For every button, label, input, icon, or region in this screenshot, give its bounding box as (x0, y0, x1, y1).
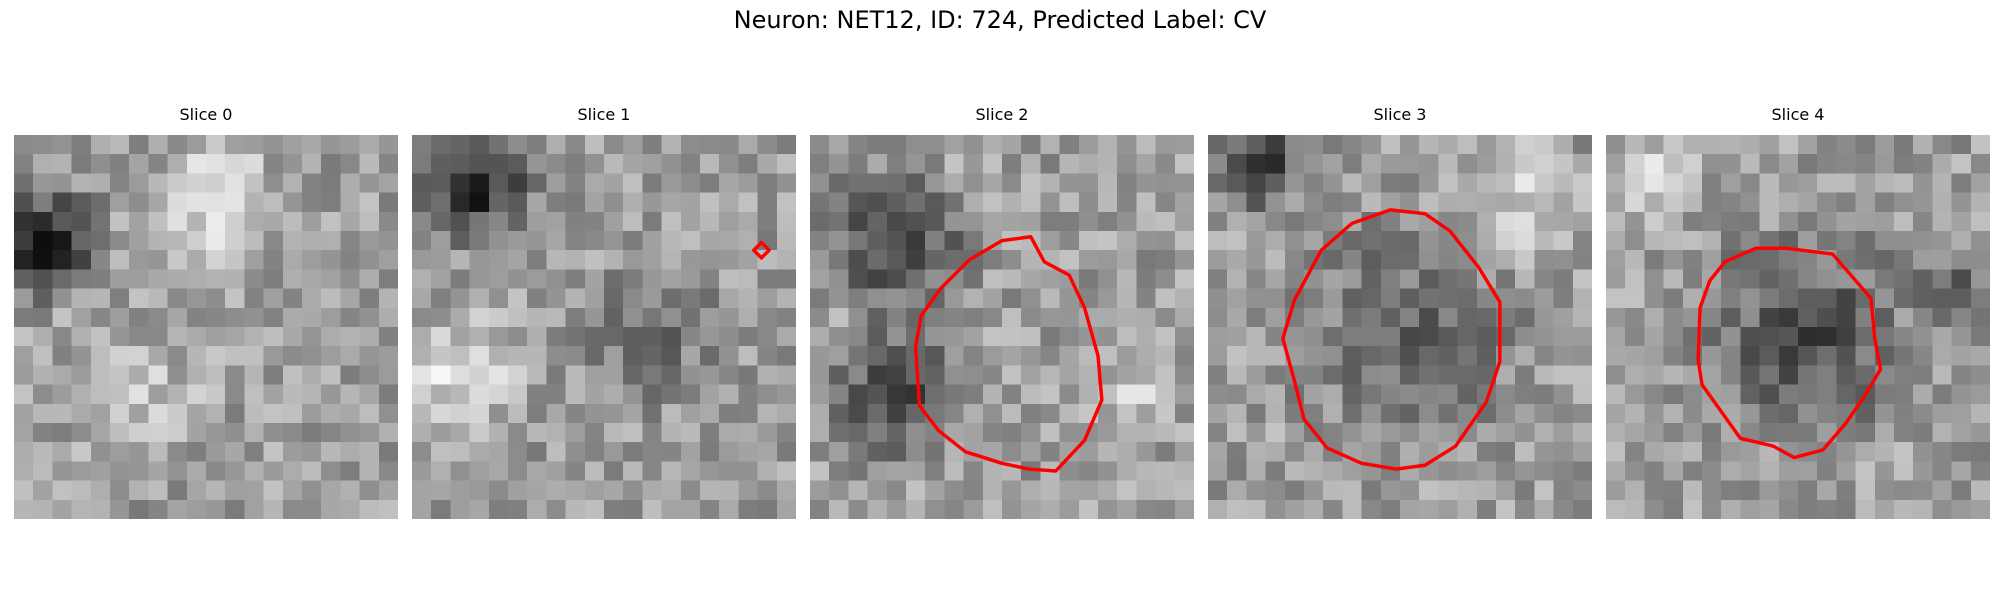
roi-contour (1281, 208, 1502, 471)
roi-contour (752, 240, 771, 260)
slice-title-3: Slice 3 (1373, 105, 1427, 124)
slice-pixels (1208, 135, 1592, 519)
slice-image-2 (810, 135, 1194, 519)
figure-title: Neuron: NET12, ID: 724, Predicted Label:… (733, 6, 1267, 34)
slice-pixels (14, 135, 398, 519)
slice-pixels (1606, 135, 1990, 519)
slice-image-3 (1208, 135, 1592, 519)
slice-image-1 (412, 135, 796, 519)
slice-pixels (810, 135, 1194, 519)
slice-title-0: Slice 0 (179, 105, 233, 124)
slice-title-2: Slice 2 (975, 105, 1029, 124)
roi-contour (1696, 246, 1883, 460)
slice-image-4 (1606, 135, 1990, 519)
slice-pixels (412, 135, 796, 519)
slice-title-4: Slice 4 (1771, 105, 1825, 124)
slice-image-0 (14, 135, 398, 519)
roi-contour (913, 235, 1104, 473)
slice-title-1: Slice 1 (577, 105, 631, 124)
